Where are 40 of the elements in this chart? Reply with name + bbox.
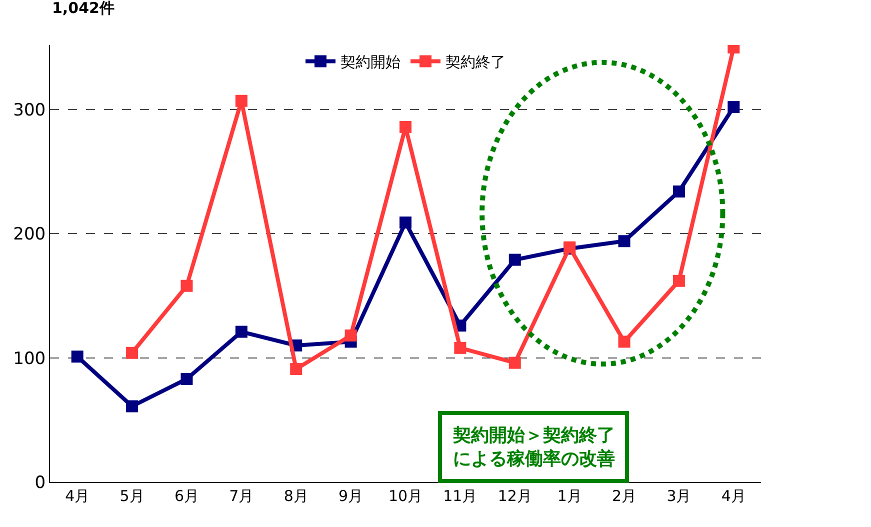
point xyxy=(180,372,193,385)
x-tick-label: 3月 xyxy=(666,487,692,505)
text: 1,042件 xyxy=(52,0,114,17)
point xyxy=(344,330,357,342)
y-tick-label: 300 xyxy=(13,100,46,121)
point xyxy=(126,400,138,412)
point xyxy=(618,336,630,348)
x-tick-label: 2月 xyxy=(612,487,637,505)
point xyxy=(400,120,412,133)
point xyxy=(454,342,466,354)
annotation: 契約開始＞契約終了による稼働率の改善 xyxy=(452,425,615,470)
legend-label: 契約開始 xyxy=(340,53,400,72)
y-tick-label: 200 xyxy=(13,224,46,245)
x-tick-label: 1月 xyxy=(557,487,582,505)
point xyxy=(235,94,248,107)
x-tick-label: 6月 xyxy=(174,487,200,505)
point xyxy=(508,356,521,369)
point xyxy=(235,326,248,338)
x-tick-label: 4月 xyxy=(721,487,746,505)
y-tick-label: 0 xyxy=(34,472,46,493)
x-tick-label: 12月 xyxy=(498,487,532,505)
x-tick-label: 10月 xyxy=(388,487,423,505)
x-tick-label: 4月 xyxy=(65,487,90,505)
x-tick-label: 5月 xyxy=(120,487,144,505)
legend-label: 契約終了 xyxy=(446,53,506,72)
point xyxy=(400,216,412,229)
x-tick-label: 7月 xyxy=(229,487,254,505)
point xyxy=(508,254,521,266)
x-tick-label: 8月 xyxy=(284,487,308,505)
point xyxy=(672,274,685,287)
point xyxy=(126,346,138,359)
point xyxy=(180,280,193,292)
x-tick-label: 9月 xyxy=(338,487,364,505)
x-tick-label: 11月 xyxy=(443,487,478,505)
point xyxy=(290,363,302,376)
point xyxy=(71,350,84,363)
point xyxy=(618,235,630,248)
point xyxy=(728,101,740,114)
y-tick-label: 100 xyxy=(13,348,46,369)
point xyxy=(672,185,685,198)
